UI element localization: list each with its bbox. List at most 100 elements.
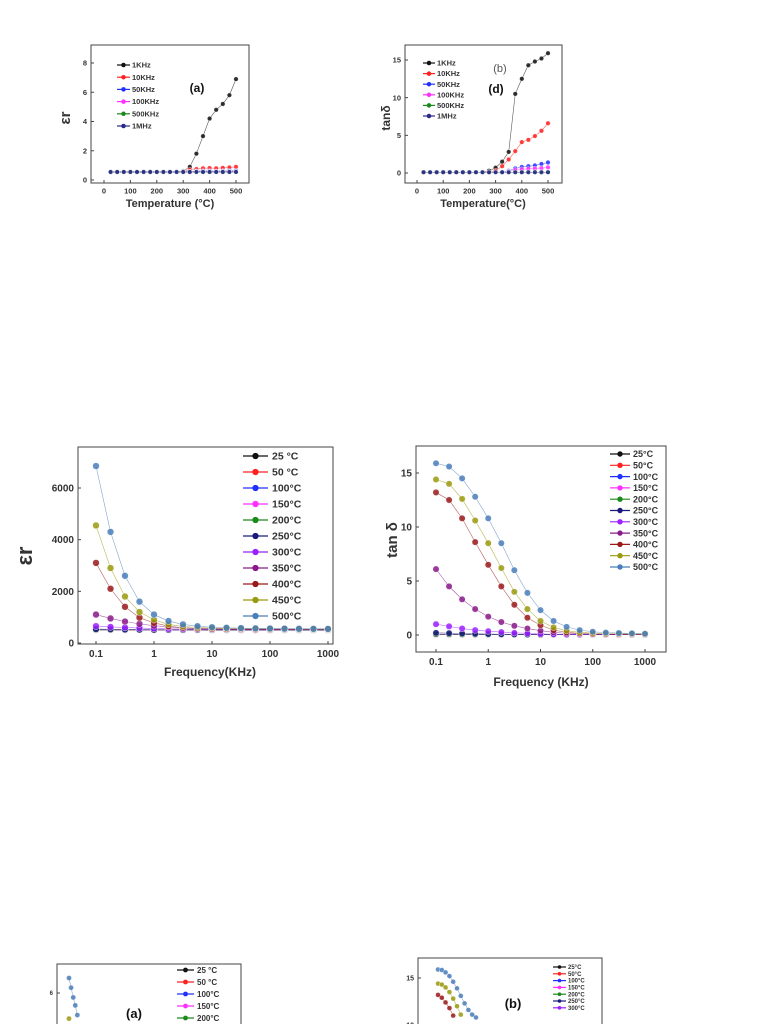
data-point [519,139,525,145]
legend-label: 100KHz [437,90,464,99]
y-tick-label: 5 [397,131,401,140]
legend-item: 250°C [553,999,585,1005]
data-point [442,984,449,991]
y-tick-label: 15 [393,56,401,65]
data-point [432,459,440,467]
data-point [66,975,72,981]
data-point [106,614,115,623]
y-axis-label: εr [57,111,74,124]
data-point [471,517,479,524]
y-tick-label: 10 [393,93,401,102]
data-point [484,539,492,547]
legend-label: 300°C [633,517,659,527]
y-axis-label: tanδ [379,105,393,130]
legend-item: 100°C [553,979,585,985]
data-point [602,629,610,637]
data-point [510,622,518,630]
data-point [510,588,518,596]
data-point [220,101,226,107]
plot-area [108,76,239,175]
legend-item: 450°C [610,551,659,561]
legend-label: 1KHz [437,59,456,68]
data-point [439,995,445,1001]
data-point [525,169,531,175]
legend-item: 200°C [610,494,659,504]
data-point [266,624,274,633]
data-point [466,169,472,175]
data-point [446,1005,453,1011]
data-point [121,169,127,175]
legend-marker [617,451,623,457]
legend-label: 200°C [633,494,659,504]
data-point [486,169,492,175]
legend-item: 1MHz [117,122,152,131]
data-point [135,620,144,628]
plot-frame [77,446,334,645]
data-point [160,169,166,175]
data-point [510,601,518,609]
legend-marker [426,71,432,76]
x-tick-label: 100 [262,649,279,660]
data-point [484,627,492,635]
data-point [427,169,433,175]
x-tick-label: 0 [415,187,419,196]
legend-item: 10KHz [423,69,460,78]
data-point [324,625,332,633]
y-tick-label: 10 [406,1022,414,1024]
legend-item: 100KHz [423,90,464,99]
data-point [440,169,446,175]
x-tick-label: 10 [535,657,547,668]
data-point [537,617,544,625]
data-point [446,973,453,979]
data-point [524,625,531,632]
x-axis-label: Frequency(KHz) [164,665,256,679]
legend-item: 25 °C [177,966,217,975]
data-point [445,583,453,590]
legend-item: 25 °C [243,451,299,463]
data-point [174,169,180,175]
data-point [445,629,453,637]
legend-marker [252,548,259,556]
data-point [432,620,440,628]
data-point [154,169,160,175]
data-point [446,989,453,995]
data-point [563,623,571,631]
data-point [506,149,512,155]
legend-marker [557,965,562,969]
legend-item: 250°C [243,531,302,543]
data-point [471,605,479,613]
chart-5: 6 25 °C 50 °C 100°C 150°C 200°C (a) [50,963,242,1024]
legend-item: 10KHz [117,73,155,82]
plot-area [92,462,332,634]
data-point [72,1002,79,1009]
data-point [233,169,239,175]
legend-marker [557,999,562,1003]
legend-marker [121,62,126,68]
legend-marker [121,87,126,92]
legend-item: 100KHz [117,97,159,106]
data-point [458,495,466,503]
data-point [68,984,74,991]
data-point [179,620,187,629]
panel-label: (d) [488,82,503,96]
legend-label: 350°C [272,563,302,575]
legend-marker [252,596,259,604]
y-tick-label: 4000 [52,535,75,546]
data-point [147,169,153,175]
legend-label: 25 °C [272,451,299,463]
legend-marker [252,500,259,508]
legend-item: 150°C [243,499,302,511]
legend-item: 50°C [553,972,582,978]
x-tick-label: 400 [516,187,529,196]
legend-item: 1KHz [117,61,151,70]
data-point [493,169,499,175]
chart-3: 0 2000 4000 6000 0.1 1 10 100 1000 25 °C 50 °C 100°… [12,446,340,679]
plot-frame [90,44,250,184]
legend-label: 350°C [633,528,659,538]
legend-item: 200°C [243,515,302,527]
data-point [220,169,226,175]
data-point [473,1014,479,1021]
data-point [74,1012,81,1018]
data-point [458,595,466,603]
